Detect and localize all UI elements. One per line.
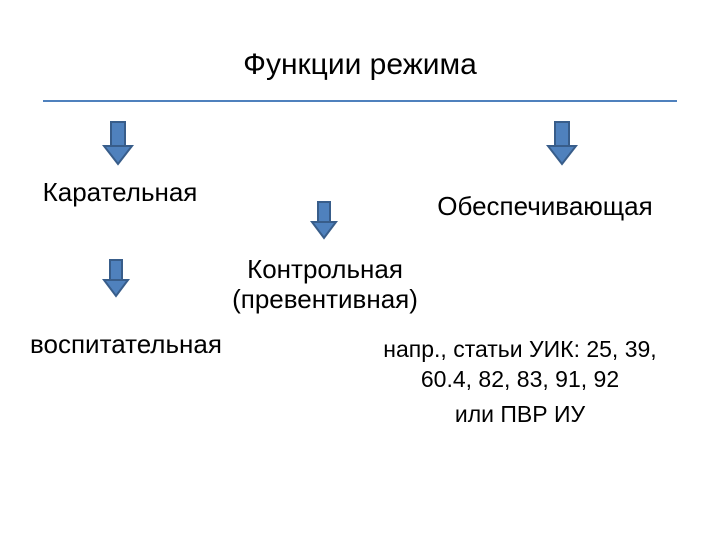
- function-label-educational: воспитательная: [30, 330, 220, 360]
- horizontal-rule: [43, 100, 677, 102]
- arrow-down-icon: [102, 120, 134, 166]
- arrow-down-icon: [546, 120, 578, 166]
- note-or-pvr: или ПВР ИУ: [360, 400, 680, 430]
- function-label-securing: Обеспечивающая: [400, 192, 690, 222]
- slide-canvas: Функции режима Карательная Обеспечивающа…: [0, 0, 720, 540]
- function-label-control: Контрольная (превентивная): [210, 255, 440, 315]
- function-label-punitive: Карательная: [30, 178, 210, 208]
- arrow-down-icon: [102, 258, 130, 298]
- arrow-down-icon: [310, 200, 338, 240]
- slide-title: Функции режима: [0, 48, 720, 82]
- note-articles: напр., статьи УИК: 25, 39, 60.4, 82, 83,…: [360, 335, 680, 395]
